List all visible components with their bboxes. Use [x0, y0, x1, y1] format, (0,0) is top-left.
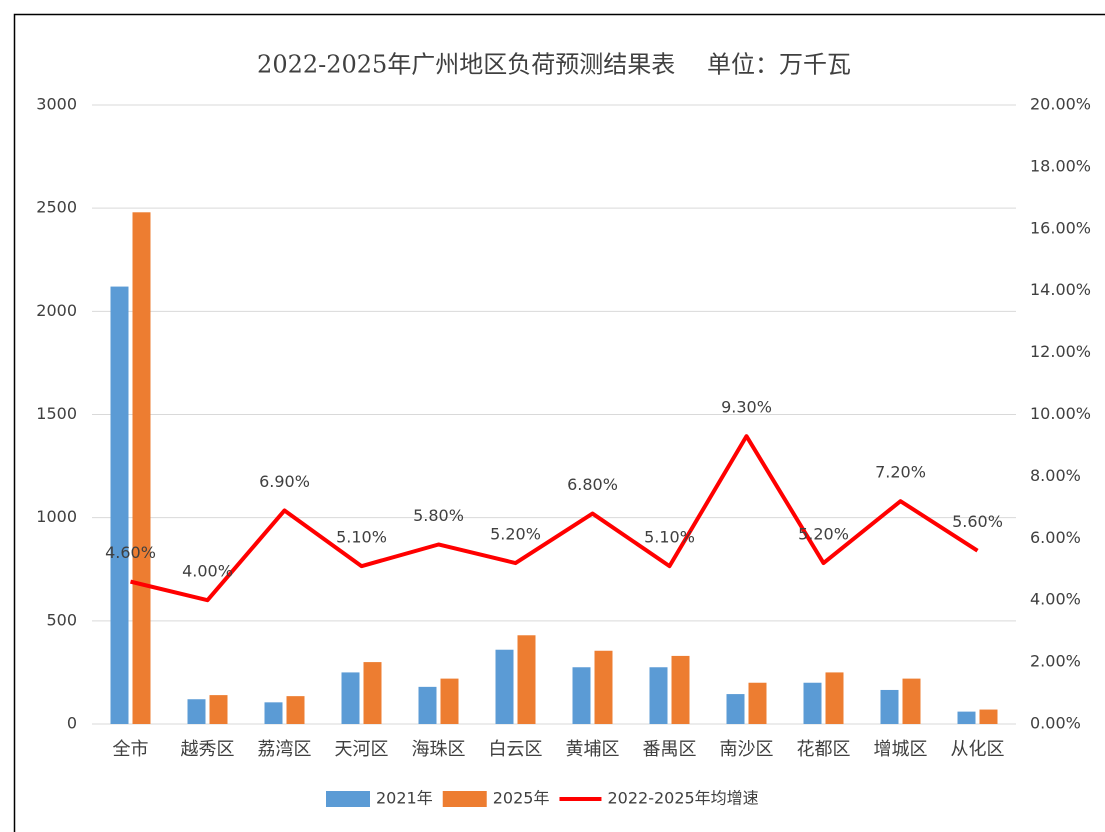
y-tick-label: 500: [46, 610, 77, 629]
y2-tick-label: 14.00%: [1030, 280, 1091, 299]
y2-tick-label: 8.00%: [1030, 466, 1081, 485]
x-tick-label: 增城区: [874, 739, 928, 760]
bar: [748, 682, 767, 724]
data-label: 6.80%: [567, 475, 618, 494]
y-tick-label: 1000: [36, 507, 77, 526]
x-tick-label: 全市: [113, 739, 149, 760]
bar: [286, 696, 305, 724]
y-tick-label: 0: [67, 714, 77, 733]
legend-label: 2025年: [493, 789, 550, 808]
x-tick-label: 荔湾区: [258, 739, 312, 760]
bar: [726, 694, 745, 724]
data-label: 5.10%: [644, 528, 695, 547]
y2-tick-label: 0.00%: [1030, 714, 1081, 733]
chart-frame: [13, 13, 1105, 832]
data-label: 4.00%: [182, 562, 233, 581]
bar: [957, 711, 976, 724]
line: [130, 434, 979, 603]
y2-tick-label: 18.00%: [1030, 156, 1091, 175]
data-label: 7.20%: [875, 463, 926, 482]
bar: [572, 667, 591, 724]
bar: [110, 286, 129, 724]
x-tick-label: 越秀区: [181, 739, 235, 760]
y-tick-label: 2500: [36, 198, 77, 217]
bar: [341, 672, 360, 724]
x-tick-label: 海珠区: [412, 739, 466, 760]
data-label: 5.20%: [798, 525, 849, 544]
bar: [440, 678, 459, 724]
bar: [363, 662, 382, 724]
legend-swatch: [442, 791, 487, 807]
data-label: 5.20%: [490, 525, 541, 544]
x-tick-label: 从化区: [951, 739, 1005, 760]
bar: [209, 695, 228, 724]
y2-tick-label: 10.00%: [1030, 404, 1091, 423]
y-tick-label: 1500: [36, 404, 77, 423]
data-label: 5.80%: [413, 506, 464, 525]
x-tick-label: 南沙区: [720, 739, 774, 760]
y2-tick-label: 4.00%: [1030, 590, 1081, 609]
data-label: 4.60%: [105, 543, 156, 562]
bar: [187, 699, 206, 724]
chart-title: 2022-2025年广州地区负荷预测结果表 单位：万千瓦: [257, 51, 851, 79]
legend-swatch: [326, 791, 370, 807]
y2-tick-label: 16.00%: [1030, 218, 1091, 237]
bar: [594, 650, 613, 724]
data-label: 9.30%: [721, 398, 772, 417]
x-tick-label: 黄埔区: [566, 739, 620, 760]
data-label: 5.10%: [336, 528, 387, 547]
bar: [902, 678, 921, 724]
x-tick-label: 花都区: [797, 739, 851, 760]
y2-tick-label: 20.00%: [1030, 95, 1091, 114]
bar: [825, 672, 844, 724]
bar: [803, 682, 822, 724]
data-label: 6.90%: [259, 472, 310, 491]
bar: [649, 667, 668, 724]
y-tick-label: 3000: [36, 95, 77, 114]
bar: [495, 649, 514, 724]
y2-tick-label: 6.00%: [1030, 528, 1081, 547]
bar: [517, 635, 536, 724]
bar: [418, 686, 437, 724]
y2-tick-label: 12.00%: [1030, 342, 1091, 361]
legend-label: 2021年: [376, 789, 433, 808]
x-tick-label: 天河区: [335, 739, 389, 760]
x-tick-label: 白云区: [489, 739, 543, 760]
bar: [671, 655, 690, 724]
x-tick-label: 番禺区: [643, 739, 697, 760]
y-tick-label: 2000: [36, 301, 77, 320]
bar: [979, 709, 998, 724]
legend-label: 2022-2025年均增速: [607, 789, 758, 808]
bar: [132, 212, 151, 724]
y2-tick-label: 2.00%: [1030, 652, 1081, 671]
bar: [264, 702, 283, 724]
bar: [880, 689, 899, 724]
data-label: 5.60%: [952, 512, 1003, 531]
